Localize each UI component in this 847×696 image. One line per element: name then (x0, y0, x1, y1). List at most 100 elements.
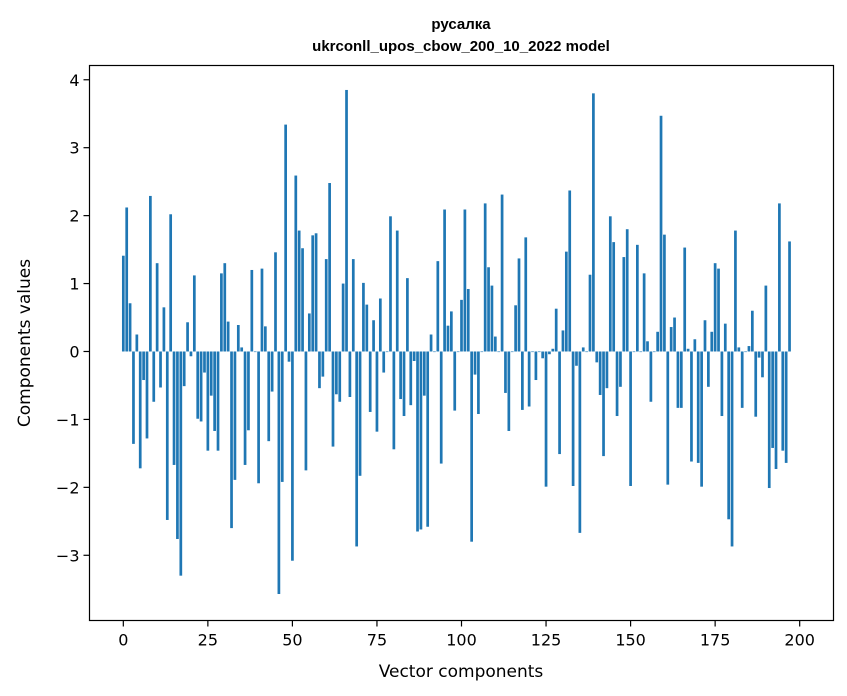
bar (460, 299, 463, 352)
chart-title: русалка (431, 16, 491, 33)
bar (216, 351, 220, 451)
bar (595, 351, 599, 363)
bar (284, 124, 287, 352)
bar (321, 351, 325, 377)
bar (554, 308, 558, 352)
bar (338, 351, 342, 402)
bar (493, 336, 497, 352)
bar (558, 351, 561, 455)
y-tick-label: 1 (69, 275, 79, 294)
bar (392, 351, 396, 450)
bar (419, 351, 423, 530)
bar (504, 351, 507, 393)
bar (710, 331, 714, 352)
bar (514, 305, 517, 352)
bar (608, 216, 612, 352)
bar (328, 183, 331, 352)
y-tick-label: 0 (69, 342, 79, 361)
bar (307, 313, 311, 352)
bar (663, 234, 666, 352)
bar (389, 216, 392, 352)
bar (612, 242, 616, 352)
bar (378, 298, 382, 352)
bar (507, 351, 511, 431)
bar (652, 351, 656, 353)
bar (142, 351, 145, 381)
bar (531, 351, 534, 353)
bar (162, 307, 166, 352)
bar (696, 351, 700, 463)
bar (297, 230, 301, 352)
bar (588, 274, 592, 352)
bar (629, 351, 632, 486)
bar (487, 267, 490, 352)
bar (490, 285, 494, 352)
bar (544, 351, 548, 487)
bar (521, 351, 524, 410)
bar (429, 334, 433, 352)
bar (551, 348, 555, 352)
bar (274, 252, 277, 352)
bar (223, 263, 227, 352)
bar (585, 351, 588, 353)
y-tick-label: 2 (69, 207, 79, 226)
bar (453, 351, 457, 411)
bar (165, 351, 169, 520)
bar (541, 351, 545, 359)
bar (213, 351, 216, 431)
bar (368, 351, 372, 412)
bar (473, 351, 477, 375)
bar (253, 351, 257, 353)
bar (659, 115, 663, 352)
bar (500, 194, 504, 352)
bar (581, 347, 585, 352)
bar (294, 175, 298, 352)
x-tick-label: 50 (282, 631, 302, 650)
x-tick-label: 200 (784, 631, 815, 650)
x-tick-label: 75 (367, 631, 387, 650)
bar (267, 351, 271, 442)
bar (750, 310, 754, 352)
bar (236, 325, 240, 352)
bar (209, 351, 213, 396)
bar (243, 351, 247, 465)
bar (362, 282, 365, 352)
bar (744, 351, 747, 353)
bar (324, 259, 328, 352)
bar (707, 351, 710, 387)
bar (409, 351, 413, 406)
plot-frame (88, 64, 835, 622)
x-tick-label: 25 (198, 631, 218, 650)
bar (169, 214, 173, 352)
bar (477, 351, 480, 414)
bar (774, 351, 778, 470)
bar (625, 229, 629, 352)
y-tick-label: 3 (69, 139, 79, 158)
bar (125, 207, 129, 352)
bar (196, 351, 200, 419)
bar (723, 323, 727, 352)
bar (314, 233, 318, 352)
bar (754, 351, 758, 417)
bar (564, 251, 568, 352)
bar (450, 311, 453, 352)
bar (575, 351, 578, 366)
bar (199, 351, 203, 422)
bar (592, 93, 595, 352)
x-axis-label: Vector components (379, 662, 544, 682)
bar (395, 230, 399, 352)
bar (666, 351, 670, 485)
bar (737, 347, 741, 352)
bar (233, 351, 237, 480)
bar (605, 351, 609, 389)
bar (740, 351, 744, 408)
bar (788, 241, 791, 352)
bar (713, 263, 717, 352)
y-axis-label: Components values (15, 259, 35, 427)
bar (287, 351, 291, 362)
bar (250, 269, 254, 352)
bar (602, 351, 605, 457)
bar (717, 268, 720, 352)
bar (693, 339, 697, 352)
bar (291, 351, 294, 561)
